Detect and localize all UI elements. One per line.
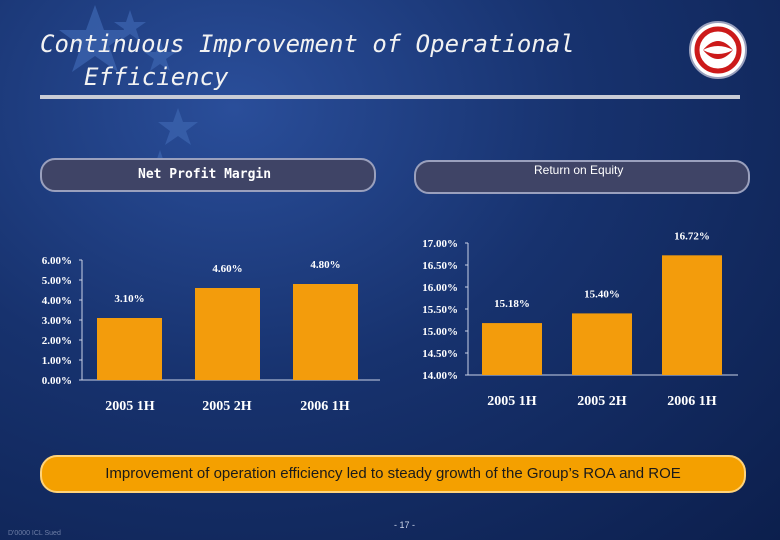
bar [662,255,722,375]
y-tick-label: 17.00% [422,238,458,250]
y-tick-label: 15.50% [422,304,458,316]
data-label: 3.10% [114,293,144,305]
category-label: 2005 2H [202,399,252,414]
title-divider [40,95,740,99]
chart-title: Net Profit Margin [138,167,272,182]
y-tick-label: 14.00% [422,370,458,382]
y-tick-label: 6.00% [42,255,72,267]
net-profit-margin-chart: 6.00% 5.00% 4.00% 3.00% 2.00% 1.00% 0.00% 3.10%… [42,255,380,414]
bar [482,323,542,375]
data-label: 15.18% [494,298,530,310]
slide-title: Continuous Improvement of Operational Ef… [40,28,600,94]
banner-text: Improvement of operation efficiency led … [105,465,681,482]
bar [97,318,162,380]
y-tick-label: 16.50% [422,260,458,272]
bar [572,313,632,375]
data-label: 4.60% [212,263,242,275]
chart-title: Return on Equity [534,163,624,177]
title-line-2: Efficiency [84,63,229,91]
footer-note: D'0000 ICL Sued [8,530,61,537]
y-tick-label: 2.00% [42,335,72,347]
title-line-1: Continuous Improvement of Operational [40,30,575,58]
page-number: - 17 - [394,520,416,530]
y-tick-label: 1.00% [42,355,72,367]
return-on-equity-chart: 17.00% 16.50% 16.00% 15.50% 15.00% 14.50% 14.0… [422,230,738,409]
y-tick-label: 3.00% [42,315,72,327]
net-profit-margin-header: Net Profit Margin [40,158,376,192]
y-tick-label: 0.00% [42,375,72,387]
company-logo-icon [689,21,747,79]
y-tick-label: 16.00% [422,282,458,294]
y-tick-label: 15.00% [422,326,458,338]
category-label: 2006 1H [300,399,350,414]
category-label: 2005 2H [577,394,627,409]
return-on-equity-header: Return on Equity [414,160,750,194]
data-label: 4.80% [310,259,340,271]
data-label: 15.40% [584,288,620,300]
summary-banner: Improvement of operation efficiency led … [40,455,746,493]
category-label: 2006 1H [667,394,717,409]
y-tick-label: 4.00% [42,295,72,307]
y-tick-label: 14.50% [422,348,458,360]
category-label: 2005 1H [105,399,155,414]
bar [195,288,260,380]
category-label: 2005 1H [487,394,537,409]
bar [293,284,358,380]
y-tick-label: 5.00% [42,275,72,287]
data-label: 16.72% [674,230,710,242]
